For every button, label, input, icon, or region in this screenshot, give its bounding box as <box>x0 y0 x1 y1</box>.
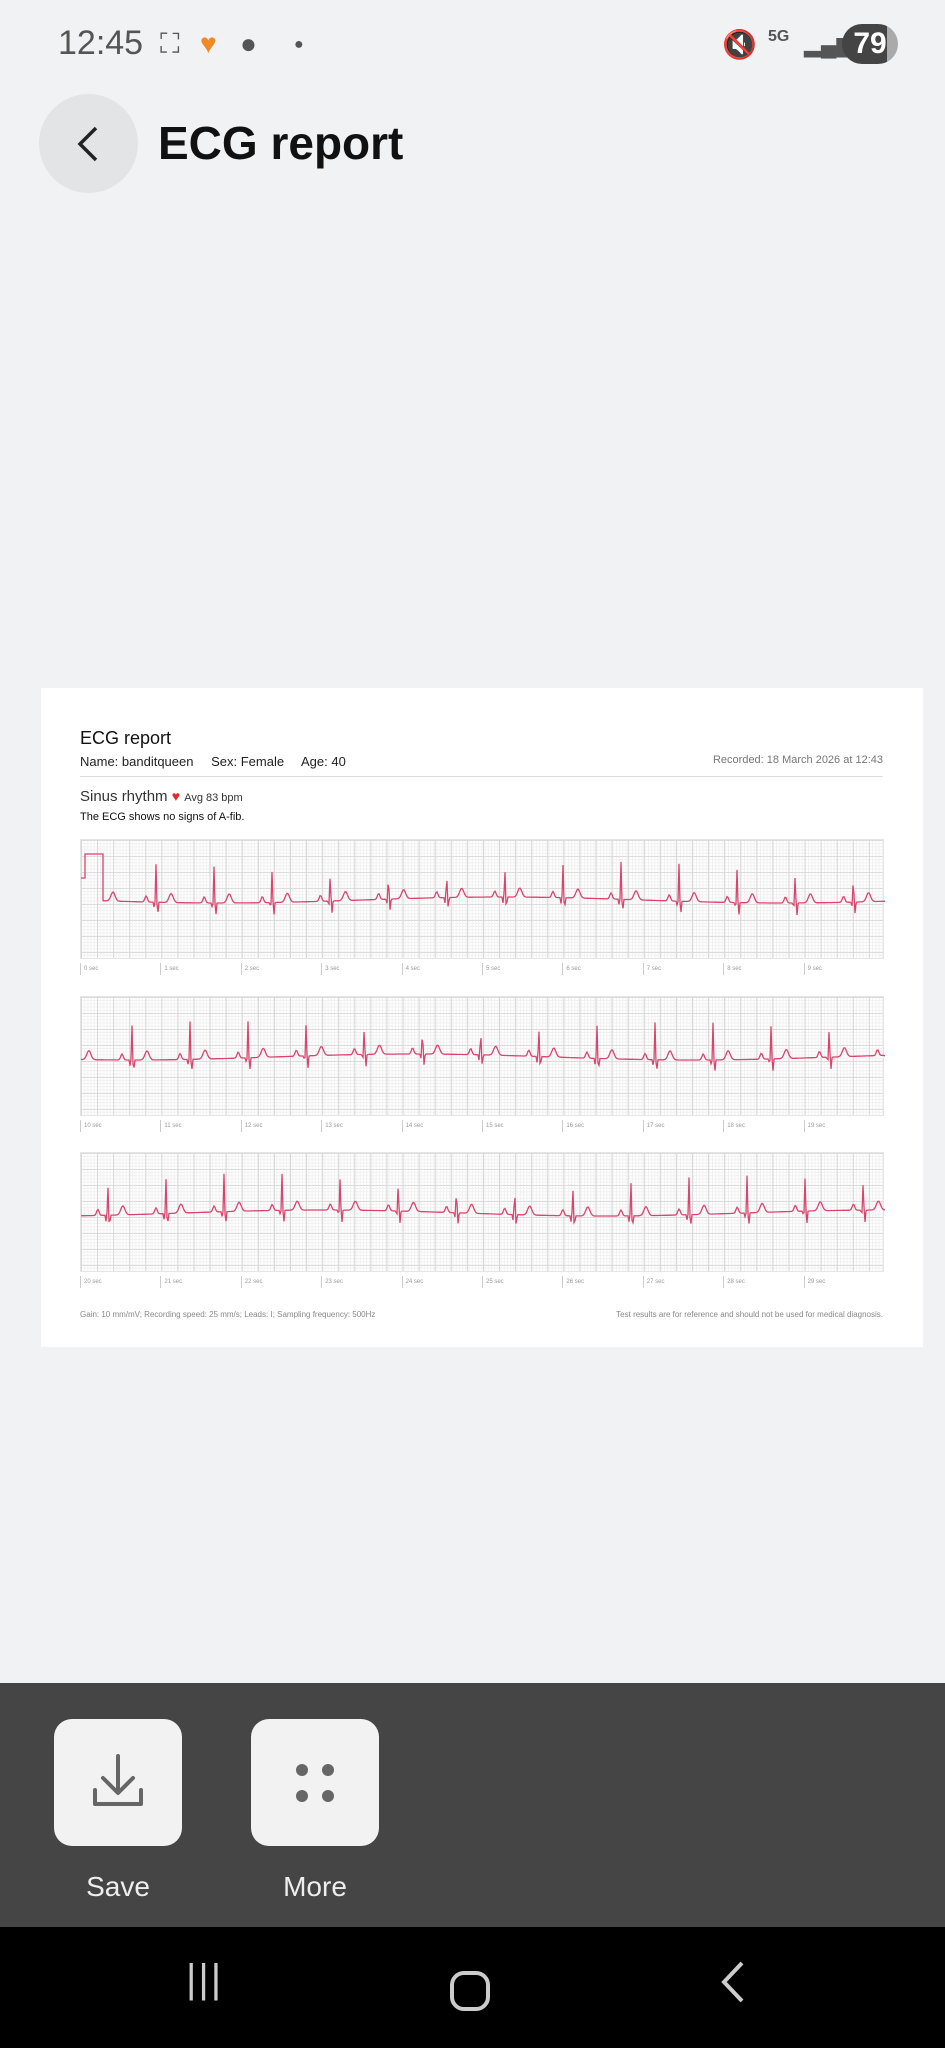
health-heart-icon: ♥ <box>200 28 217 59</box>
time-tick: 26 sec <box>562 1276 584 1288</box>
home-icon[interactable] <box>450 1971 490 2011</box>
patient-sex: Sex: Female <box>211 754 285 769</box>
time-tick: 3 sec <box>321 963 340 975</box>
time-tick: 19 sec <box>803 1120 825 1132</box>
rhythm-label: Sinus rhythm <box>80 788 168 805</box>
network-type: 5G <box>768 28 790 45</box>
action-bar: Save More <box>0 1683 945 1927</box>
strip-1-ticks: 0 sec 1 sec 2 sec 3 sec 4 sec 5 sec 6 sec 7 sec… <box>80 963 884 977</box>
status-bar: 12:45 ⛶ ♥ ● ● 🔇 5G ▂▄▆ 79 <box>0 0 945 90</box>
time-tick: 9 sec <box>803 963 822 975</box>
back-button[interactable] <box>39 94 138 193</box>
report-title: ECG report <box>80 728 172 748</box>
time-tick: 10 sec <box>80 1120 102 1132</box>
more-label: More <box>283 1871 347 1902</box>
time-tick: 24 sec <box>401 1276 423 1288</box>
time-tick: 8 sec <box>723 963 742 975</box>
time-tick: 23 sec <box>321 1276 343 1288</box>
ecg-trace <box>81 1021 885 1071</box>
strip-3-ticks: 20 sec 21 sec 22 sec 23 sec 24 sec 25 sec 26 s… <box>80 1276 884 1290</box>
chevron-left-icon <box>77 126 97 161</box>
ecg-waveform <box>81 1173 885 1225</box>
time-tick: 16 sec <box>562 1120 584 1132</box>
recents-icon[interactable]: ||| <box>186 1957 224 2001</box>
ecg-strip-1 <box>80 839 885 959</box>
recording-parameters: Gain: 10 mm/mV; Recording speed: 25 mm/s… <box>80 1310 376 1319</box>
clock: 12:45 <box>58 24 144 62</box>
more-button[interactable] <box>251 1719 379 1846</box>
time-tick: 20 sec <box>80 1276 102 1288</box>
dot-icon: ● <box>294 36 304 53</box>
patient-info: Name: banditqueen Sex: Female Age: 40 <box>80 754 360 769</box>
time-tick: 11 sec <box>160 1120 182 1132</box>
divider <box>80 776 883 777</box>
back-icon[interactable] <box>718 1957 748 2012</box>
patient-name: Name: banditqueen <box>80 754 194 769</box>
recorded-date: Recorded: 18 March 2026 at 12:43 <box>712 754 883 766</box>
more-dots-icon <box>296 1763 334 1802</box>
afib-summary: The ECG shows no signs of A-fib. <box>80 811 245 823</box>
ecg-trace <box>81 853 885 915</box>
ecg-strip-3 <box>80 1152 885 1272</box>
time-tick: 0 sec <box>80 963 98 975</box>
patient-age: Age: 40 <box>301 754 346 769</box>
messenger-icon: ● <box>240 28 257 59</box>
screenshot-icon: ⛶ <box>160 28 180 59</box>
avg-bpm: Avg 83 bpm <box>184 792 243 804</box>
ecg-trace <box>81 1173 885 1225</box>
disclaimer: Test results are for reference and shoul… <box>616 1310 883 1319</box>
save-label: Save <box>86 1871 150 1902</box>
time-tick: 4 sec <box>401 963 420 975</box>
time-tick: 22 sec <box>240 1276 262 1288</box>
time-tick: 21 sec <box>160 1276 182 1288</box>
time-tick: 18 sec <box>723 1120 745 1132</box>
ecg-strip-2 <box>80 996 885 1116</box>
time-tick: 27 sec <box>642 1276 664 1288</box>
time-tick: 1 sec <box>160 963 179 975</box>
time-tick: 25 sec <box>482 1276 504 1288</box>
time-tick: 28 sec <box>723 1276 745 1288</box>
rhythm-result: Sinus rhythm ♥ Avg 83 bpm <box>80 788 243 805</box>
time-tick: 29 sec <box>803 1276 825 1288</box>
download-icon <box>93 1753 143 1806</box>
time-tick: 2 sec <box>240 963 259 975</box>
time-tick: 17 sec <box>642 1120 664 1132</box>
mute-vibrate-icon: 🔇 <box>722 29 757 60</box>
ecg-waveform <box>81 1021 885 1071</box>
system-nav-bar: ||| <box>0 1927 945 2048</box>
time-tick: 5 sec <box>482 963 500 975</box>
ecg-waveform <box>81 853 885 915</box>
time-tick: 15 sec <box>482 1120 504 1132</box>
time-tick: 6 sec <box>562 963 581 975</box>
ecg-report-card: ECG report Name: banditqueen Sex: Female… <box>41 688 923 1347</box>
heart-icon: ♥ <box>171 788 181 804</box>
page-title: ECG report <box>158 117 404 169</box>
time-tick: 14 sec <box>401 1120 423 1132</box>
save-button[interactable] <box>54 1719 182 1846</box>
battery-level: 79 <box>842 24 898 64</box>
time-tick: 13 sec <box>321 1120 343 1132</box>
time-tick: 12 sec <box>240 1120 262 1132</box>
time-tick: 7 sec <box>642 963 661 975</box>
strip-2-ticks: 10 sec 11 sec 12 sec 13 sec 14 sec 15 sec 16 s… <box>80 1120 884 1134</box>
